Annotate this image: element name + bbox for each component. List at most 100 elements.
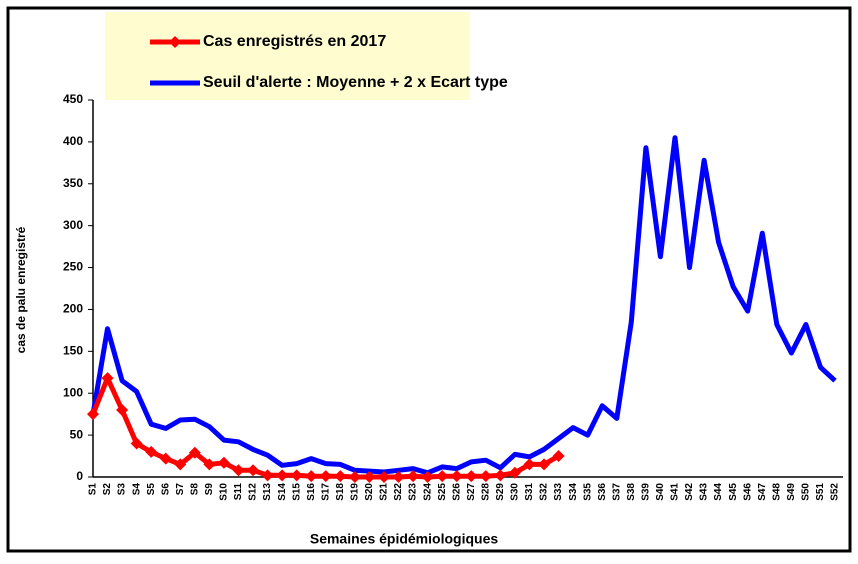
marker	[145, 445, 158, 458]
x-tick-label: S43	[699, 483, 710, 501]
y-tick-label: 50	[70, 427, 84, 441]
x-tick-label: S13	[262, 483, 273, 501]
legend-label: Cas enregistrés en 2017	[203, 33, 386, 50]
x-tick-label: S39	[641, 483, 652, 501]
x-tick-label: S25	[437, 483, 448, 501]
marker	[305, 470, 318, 483]
x-tick-label: S50	[801, 483, 812, 501]
marker	[217, 456, 230, 469]
marker	[407, 470, 420, 483]
y-tick-label: 300	[63, 218, 83, 232]
x-tick-label: S37	[611, 483, 622, 501]
marker	[450, 470, 463, 483]
x-tick-label: S23	[408, 483, 419, 501]
marker	[290, 469, 303, 482]
marker	[494, 469, 507, 482]
y-tick-label: 350	[63, 176, 83, 190]
x-tick-label: S28	[480, 483, 491, 501]
y-tick-label: 400	[63, 134, 83, 148]
x-tick-label: S21	[379, 483, 390, 501]
y-tick-label: 250	[63, 260, 83, 274]
marker	[334, 470, 347, 483]
marker	[538, 458, 551, 471]
x-tick-label: S36	[597, 483, 608, 501]
marker	[552, 450, 565, 463]
marker	[247, 464, 260, 477]
x-tick-label: S20	[364, 483, 375, 501]
x-tick-label: S49	[786, 483, 797, 501]
x-tick-label: S40	[655, 483, 666, 501]
x-tick-label: S48	[771, 483, 782, 501]
x-tick-label: S18	[335, 483, 346, 501]
x-tick-label: S10	[219, 483, 230, 501]
x-tick-label: S38	[626, 483, 637, 501]
y-tick-label: 450	[63, 92, 83, 106]
x-tick-label: S1	[88, 483, 99, 496]
marker	[276, 469, 289, 482]
marker	[392, 471, 405, 483]
x-tick-label: S17	[320, 483, 331, 501]
marker	[159, 452, 172, 465]
marker	[421, 471, 434, 483]
y-axis-title: cas de palu enregistré	[14, 226, 28, 353]
x-tick-label: S11	[233, 483, 244, 501]
marker	[363, 471, 376, 483]
series-line	[90, 135, 837, 476]
marker	[130, 437, 143, 450]
x-tick-label: S44	[713, 483, 724, 501]
marker	[479, 470, 492, 483]
chart-border	[6, 6, 852, 553]
marker	[203, 458, 216, 471]
marker	[261, 469, 274, 482]
marker	[232, 464, 245, 477]
x-tick-label: S35	[582, 483, 593, 501]
x-tick-label: S30	[510, 483, 521, 501]
x-tick-label: S33	[553, 483, 564, 501]
marker	[319, 470, 332, 483]
marker	[116, 403, 129, 416]
y-tick-label: 0	[76, 469, 83, 483]
x-tick-label: S2	[102, 483, 113, 496]
marker	[174, 458, 187, 471]
marker	[188, 446, 201, 459]
marker	[87, 408, 99, 421]
x-tick-label: S19	[350, 483, 361, 501]
legend-marker	[169, 36, 181, 48]
x-tick-label: S4	[131, 483, 142, 496]
marker	[101, 372, 114, 385]
x-tick-label: S9	[204, 483, 215, 496]
marker	[348, 471, 361, 483]
x-tick-label: S24	[422, 483, 433, 501]
x-tick-label: S15	[291, 483, 302, 501]
y-tick-label: 150	[63, 344, 83, 358]
x-tick-label: S41	[670, 483, 681, 501]
x-tick-label: S34	[568, 483, 579, 501]
y-tick-label: 200	[63, 302, 83, 316]
x-tick-label: S7	[175, 483, 186, 496]
x-axis-title: Semaines épidémiologiques	[310, 531, 498, 547]
x-tick-label: S5	[146, 483, 157, 496]
marker	[523, 458, 536, 471]
marker	[465, 470, 478, 483]
x-tick-label: S51	[815, 483, 826, 501]
x-tick-label: S14	[277, 483, 288, 501]
x-tick-label: S29	[495, 483, 506, 501]
x-tick-label: S47	[757, 483, 768, 501]
x-tick-label: S22	[393, 483, 404, 501]
marker	[508, 466, 521, 479]
x-tick-label: S42	[684, 483, 695, 501]
x-tick-label: S46	[742, 483, 753, 501]
y-tick-label: 100	[63, 385, 83, 399]
x-tick-label: S8	[189, 483, 200, 496]
x-tick-label: S26	[451, 483, 462, 501]
x-tick-label: S3	[117, 483, 128, 496]
x-tick-label: S16	[306, 483, 317, 501]
legend-label: Seuil d'alerte : Moyenne + 2 x Ecart typ…	[203, 74, 508, 91]
x-tick-label: S31	[524, 483, 535, 501]
marker	[436, 470, 449, 483]
x-tick-label: S12	[248, 483, 259, 501]
x-tick-label: S27	[466, 483, 477, 501]
x-tick-label: S52	[830, 483, 841, 501]
x-tick-label: S6	[160, 483, 171, 496]
